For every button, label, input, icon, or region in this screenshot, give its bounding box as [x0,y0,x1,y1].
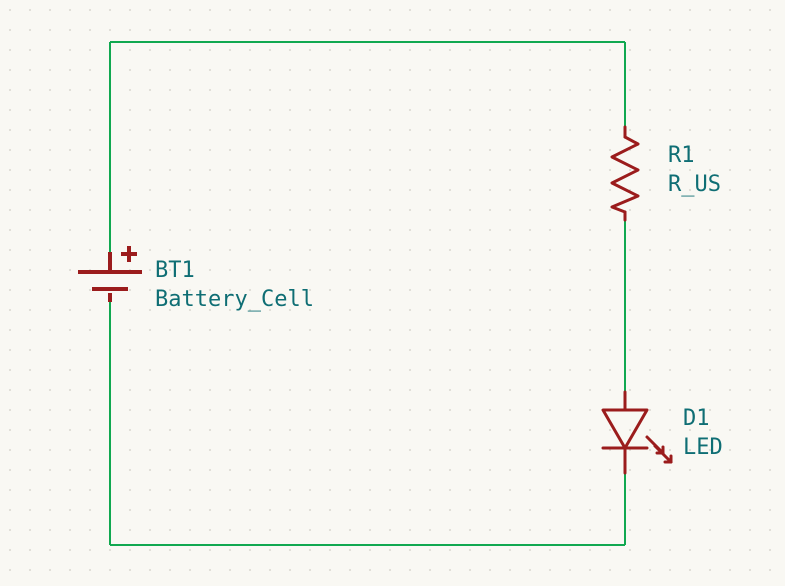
component-led [603,392,671,473]
battery-ref-label: BT1 [155,257,195,285]
schematic-canvas [0,0,785,586]
component-resistor [612,127,638,220]
led-ref-label: D1 [683,405,710,433]
led-arrows-icon [647,437,671,462]
led-value-label: LED [683,434,723,462]
battery-value-label: Battery_Cell [155,286,314,314]
component-battery [78,246,142,302]
resistor-value-label: R_US [668,171,721,199]
resistor-ref-label: R1 [668,142,695,170]
